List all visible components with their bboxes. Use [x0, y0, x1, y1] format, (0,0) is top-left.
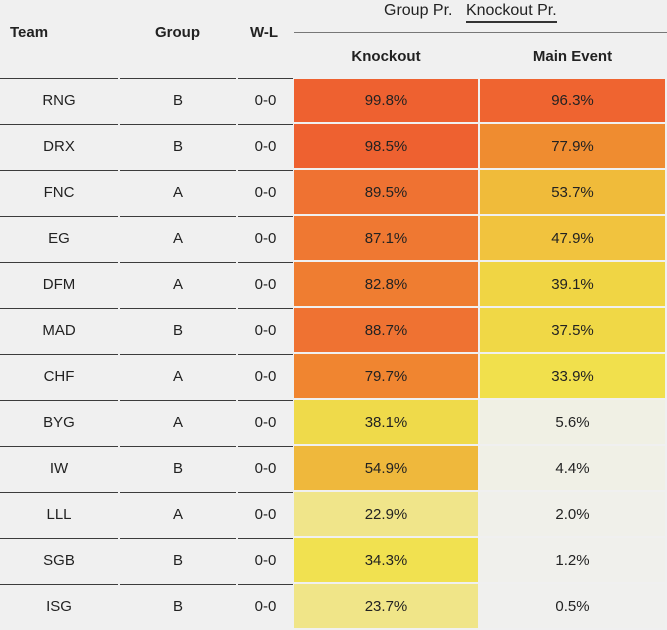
group-cell: A [120, 216, 236, 260]
knockout-probability-cell: 89.5% [294, 170, 478, 216]
main-event-probability-cell: 5.6% [480, 400, 665, 446]
group-cell: A [120, 492, 236, 536]
table-row: DFM A 0-0 82.8% 39.1% [0, 262, 667, 308]
table-row: RNG B 0-0 99.8% 96.3% [0, 78, 667, 124]
group-cell: A [120, 400, 236, 444]
team-cell: LLL [0, 492, 118, 536]
knockout-probability-cell: 87.1% [294, 216, 478, 262]
group-column-header: Group [155, 24, 200, 41]
knockout-probability-cell: 98.5% [294, 124, 478, 170]
tab-divider [294, 32, 667, 33]
knockout-probability-cell: 99.8% [294, 78, 478, 124]
team-column-header: Team [10, 24, 49, 41]
main-event-probability-cell: 1.2% [480, 538, 665, 584]
group-cell: B [120, 124, 236, 168]
win-loss-cell: 0-0 [238, 308, 293, 352]
knockout-probability-cell: 82.8% [294, 262, 478, 308]
table-row: IW B 0-0 54.9% 4.4% [0, 446, 667, 492]
knockout-probability-cell: 34.3% [294, 538, 478, 584]
group-cell: B [120, 538, 236, 582]
probability-tabs: Group Pr. Knockout Pr. [384, 2, 566, 23]
main-event-column-header: Main Event [532, 48, 613, 65]
table-body: RNG B 0-0 99.8% 96.3% DRX B 0-0 98.5% 77.9% FNC A 0-… [0, 78, 667, 630]
team-cell: DFM [0, 262, 118, 306]
main-event-probability-cell: 33.9% [480, 354, 665, 400]
team-cell: IW [0, 446, 118, 490]
tab-knockout-probability[interactable]: Knockout Pr. [465, 2, 557, 23]
table-row: ISG B 0-0 23.7% 0.5% [0, 584, 667, 630]
group-cell: A [120, 262, 236, 306]
team-cell: RNG [0, 78, 118, 122]
main-event-probability-cell: 47.9% [480, 216, 665, 262]
tab-group-probability[interactable]: Group Pr. [384, 2, 453, 19]
group-cell: B [120, 308, 236, 352]
group-cell: B [120, 584, 236, 628]
group-cell: A [120, 354, 236, 398]
main-event-probability-cell: 0.5% [480, 584, 665, 630]
group-cell: A [120, 170, 236, 214]
knockout-probability-cell: 23.7% [294, 584, 478, 630]
table-row: FNC A 0-0 89.5% 53.7% [0, 170, 667, 216]
win-loss-cell: 0-0 [238, 124, 293, 168]
main-event-probability-cell: 53.7% [480, 170, 665, 216]
team-cell: FNC [0, 170, 118, 214]
knockout-probability-cell: 22.9% [294, 492, 478, 538]
knockout-probability-cell: 79.7% [294, 354, 478, 400]
main-event-probability-cell: 39.1% [480, 262, 665, 308]
table-header: Team Group W-L Group Pr. Knockout Pr. Kn… [0, 0, 667, 78]
team-cell: ISG [0, 584, 118, 628]
win-loss-cell: 0-0 [238, 78, 293, 122]
table-row: DRX B 0-0 98.5% 77.9% [0, 124, 667, 170]
win-loss-cell: 0-0 [238, 492, 293, 536]
team-cell: CHF [0, 354, 118, 398]
table-row: EG A 0-0 87.1% 47.9% [0, 216, 667, 262]
table-row: CHF A 0-0 79.7% 33.9% [0, 354, 667, 400]
team-cell: MAD [0, 308, 118, 352]
win-loss-cell: 0-0 [238, 584, 293, 628]
win-loss-cell: 0-0 [238, 538, 293, 582]
win-loss-cell: 0-0 [238, 354, 293, 398]
win-loss-cell: 0-0 [238, 262, 293, 306]
team-cell: EG [0, 216, 118, 260]
main-event-probability-cell: 77.9% [480, 124, 665, 170]
table-row: SGB B 0-0 34.3% 1.2% [0, 538, 667, 584]
group-cell: B [120, 78, 236, 122]
main-event-probability-cell: 2.0% [480, 492, 665, 538]
table-row: LLL A 0-0 22.9% 2.0% [0, 492, 667, 538]
team-cell: SGB [0, 538, 118, 582]
main-event-probability-cell: 4.4% [480, 446, 665, 492]
knockout-probability-cell: 38.1% [294, 400, 478, 446]
group-cell: B [120, 446, 236, 490]
table-row: MAD B 0-0 88.7% 37.5% [0, 308, 667, 354]
knockout-probability-cell: 88.7% [294, 308, 478, 354]
wl-column-header: W-L [250, 24, 279, 41]
main-event-probability-cell: 37.5% [480, 308, 665, 354]
main-event-probability-cell: 96.3% [480, 78, 665, 124]
win-loss-cell: 0-0 [238, 446, 293, 490]
team-cell: BYG [0, 400, 118, 444]
win-loss-cell: 0-0 [238, 216, 293, 260]
knockout-column-header: Knockout [351, 48, 421, 65]
table-row: BYG A 0-0 38.1% 5.6% [0, 400, 667, 446]
team-cell: DRX [0, 124, 118, 168]
win-loss-cell: 0-0 [238, 170, 293, 214]
win-loss-cell: 0-0 [238, 400, 293, 444]
knockout-probability-cell: 54.9% [294, 446, 478, 492]
